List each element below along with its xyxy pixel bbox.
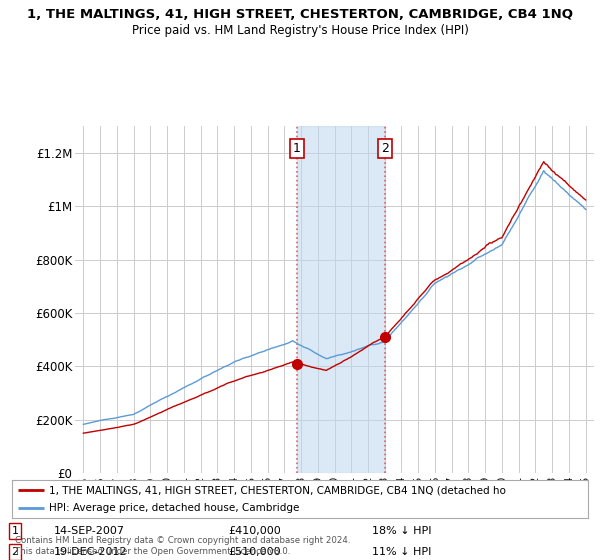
Text: 1, THE MALTINGS, 41, HIGH STREET, CHESTERTON, CAMBRIDGE, CB4 1NQ: 1, THE MALTINGS, 41, HIGH STREET, CHESTE… [27,8,573,21]
Text: £510,000: £510,000 [228,547,281,557]
Text: Price paid vs. HM Land Registry's House Price Index (HPI): Price paid vs. HM Land Registry's House … [131,24,469,36]
Text: 2: 2 [381,142,389,155]
Text: £410,000: £410,000 [228,526,281,536]
Text: 1: 1 [11,526,19,536]
Text: 14-SEP-2007: 14-SEP-2007 [54,526,125,536]
Bar [297,126,385,473]
Text: 11% ↓ HPI: 11% ↓ HPI [372,547,431,557]
Text: 1, THE MALTINGS, 41, HIGH STREET, CHESTERTON, CAMBRIDGE, CB4 1NQ (detached ho: 1, THE MALTINGS, 41, HIGH STREET, CHESTE… [49,485,506,495]
Text: 19-DEC-2012: 19-DEC-2012 [54,547,128,557]
Text: 1: 1 [293,142,301,155]
Text: 2: 2 [11,547,19,557]
Text: HPI: Average price, detached house, Cambridge: HPI: Average price, detached house, Camb… [49,503,300,514]
Text: 18% ↓ HPI: 18% ↓ HPI [372,526,431,536]
Text: Contains HM Land Registry data © Crown copyright and database right 2024.
This d: Contains HM Land Registry data © Crown c… [15,536,350,556]
